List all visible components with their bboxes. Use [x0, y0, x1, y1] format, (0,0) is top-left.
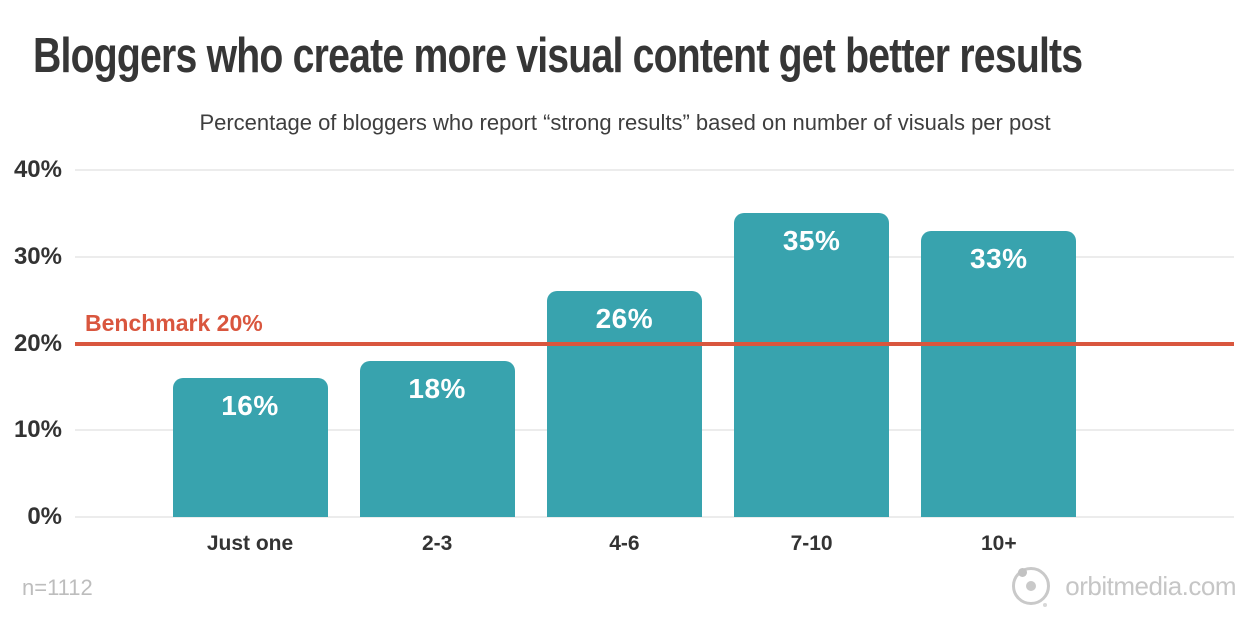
brand-text: orbitmedia.com	[1065, 570, 1236, 601]
y-axis-label: 40%	[13, 156, 62, 183]
bar: 16%	[172, 378, 328, 517]
y-axis-label: 10%	[13, 416, 62, 444]
orbit-moon-dot	[1018, 568, 1028, 577]
bar: 33%	[921, 230, 1077, 517]
y-axis-label: 30%	[13, 242, 62, 270]
y-axis-label: 0%	[27, 503, 62, 530]
bar: 26%	[546, 291, 702, 517]
bar: 35%	[734, 213, 890, 517]
x-axis-label: 7-10	[790, 532, 833, 555]
bar-value-label: 26%	[595, 303, 654, 335]
gridline	[75, 169, 1234, 171]
chart-subtitle: Percentage of bloggers who report “stron…	[199, 110, 1051, 135]
benchmark-label: Benchmark 20%	[85, 309, 263, 336]
gridline	[75, 255, 1234, 258]
orbit-speck-dot	[1043, 603, 1048, 607]
sample-size-note: n=1112	[22, 575, 93, 600]
brand-mark: orbitmedia.com	[1012, 567, 1236, 607]
bar: 18%	[359, 360, 515, 517]
y-axis-label: 20%	[13, 329, 62, 357]
orbit-ring	[1012, 567, 1051, 605]
bar-value-label: 33%	[970, 242, 1028, 274]
bar-value-label: 35%	[782, 225, 841, 257]
x-axis-label: 2-3	[422, 532, 453, 555]
benchmark-line	[75, 341, 1234, 346]
orbit-logo-icon	[1012, 567, 1051, 607]
x-axis-label: 4-6	[609, 532, 640, 555]
orbit-core-dot	[1026, 581, 1037, 591]
bar-value-label: 16%	[221, 390, 279, 422]
gridline	[75, 516, 1234, 518]
x-axis-label: 10+	[980, 532, 1017, 555]
chart-title: Bloggers who create more visual content …	[33, 29, 1083, 83]
bar-value-label: 18%	[408, 372, 466, 404]
x-axis-label: Just one	[206, 532, 294, 555]
